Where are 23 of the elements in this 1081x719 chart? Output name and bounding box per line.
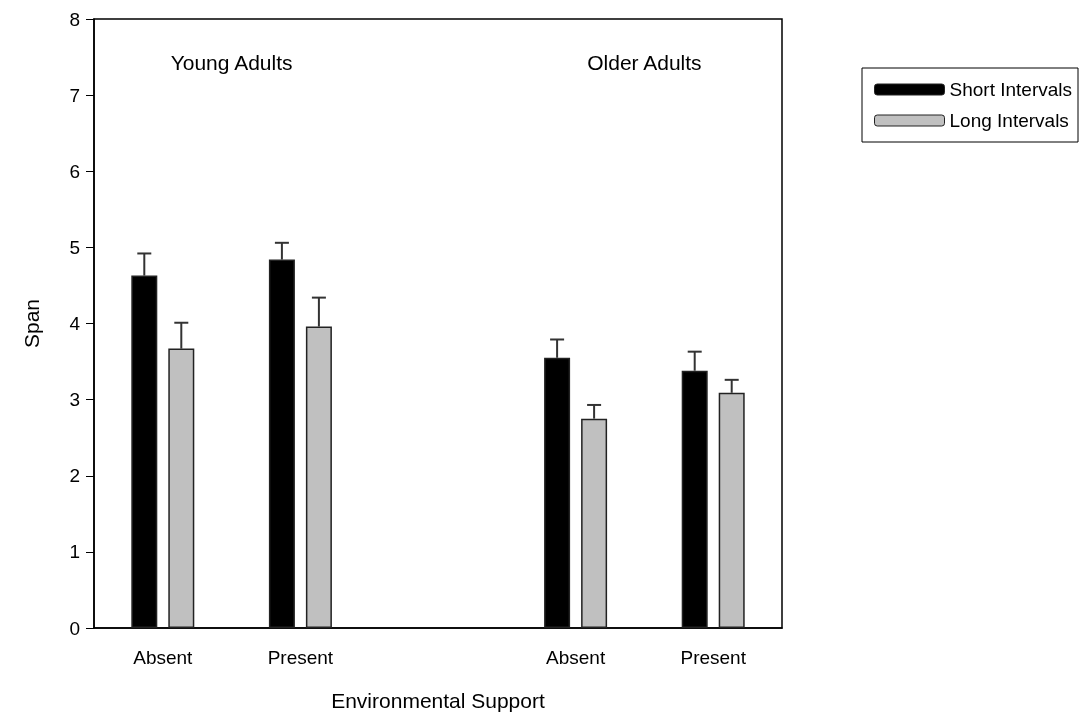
x-axis-title: Environmental Support bbox=[331, 689, 545, 712]
y-tick-label: 8 bbox=[69, 8, 80, 30]
y-axis-title: Span bbox=[20, 298, 43, 349]
y-tick-label: 7 bbox=[69, 84, 80, 106]
bar bbox=[718, 392, 745, 628]
y-tick-label: 6 bbox=[69, 160, 80, 182]
legend-label: Long Intervals bbox=[949, 110, 1069, 131]
legend-label: Short Intervals bbox=[949, 79, 1072, 100]
bar bbox=[168, 348, 195, 628]
bar bbox=[305, 326, 332, 628]
y-tick-label: 0 bbox=[69, 617, 80, 639]
x-tick-label: Absent bbox=[546, 647, 606, 668]
y-tick-label: 2 bbox=[69, 465, 80, 487]
y-tick-label: 5 bbox=[69, 236, 80, 258]
y-tick-label: 1 bbox=[69, 541, 80, 563]
bar bbox=[581, 418, 608, 628]
y-tick-label: 4 bbox=[69, 313, 81, 334]
x-tick-label: Present bbox=[680, 647, 747, 668]
annotation: Older Adults bbox=[587, 50, 702, 74]
x-tick-label: Present bbox=[267, 647, 334, 668]
x-tick-label: Absent bbox=[133, 647, 194, 668]
y-tick-label: 3 bbox=[69, 389, 80, 411]
annotation: Young Adults bbox=[170, 50, 293, 74]
